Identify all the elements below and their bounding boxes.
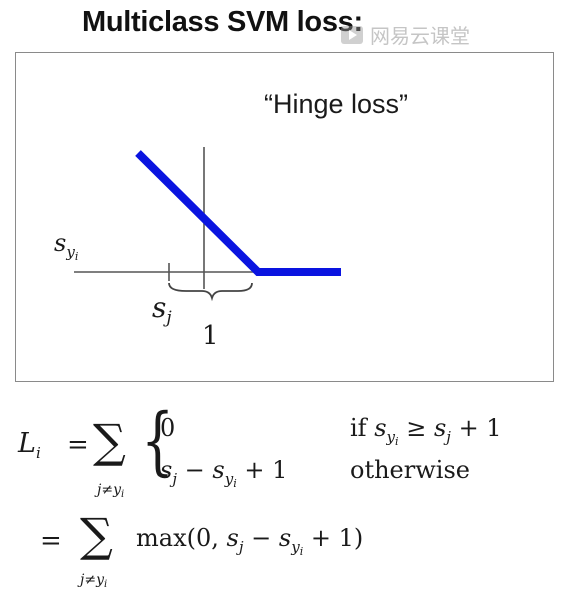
sum-symbol-2: ∑ <box>80 508 113 562</box>
slide-title: Multiclass SVM loss: <box>82 6 363 38</box>
hinge-plot <box>74 147 341 302</box>
sum-symbol-1: ∑ <box>93 414 126 468</box>
hinge-plot-frame: “Hinge loss” syi sj 1 <box>15 52 554 382</box>
equals-sign-2: = <box>40 526 62 556</box>
hinge-loss-line <box>135 150 341 276</box>
sum-index-1: j≠yi <box>97 482 125 500</box>
netease-logo-icon <box>341 25 363 44</box>
sum-index-2: j≠yi <box>80 572 108 590</box>
case1-condition: if syi ≥ sj + 1 <box>350 414 502 448</box>
case2-condition: otherwise <box>350 456 470 484</box>
hinge-loss-label: “Hinge loss” <box>264 89 409 119</box>
equals-sign-1: = <box>67 430 89 460</box>
x-axis-label: sj <box>152 291 172 328</box>
case1-value: 0 <box>160 414 176 442</box>
case2-value: sj − syi + 1 <box>160 456 288 490</box>
watermark: 网易云课堂 <box>340 20 470 49</box>
margin-brace <box>168 282 253 302</box>
margin-label: 1 <box>202 321 219 351</box>
cases-brace: { <box>141 398 175 484</box>
max-expression: max(0, sj − syi + 1) <box>136 524 364 558</box>
y-axis-label: syi <box>54 229 79 263</box>
watermark-text: 网易云课堂 <box>370 24 470 48</box>
loss-lhs: Li <box>18 428 41 462</box>
